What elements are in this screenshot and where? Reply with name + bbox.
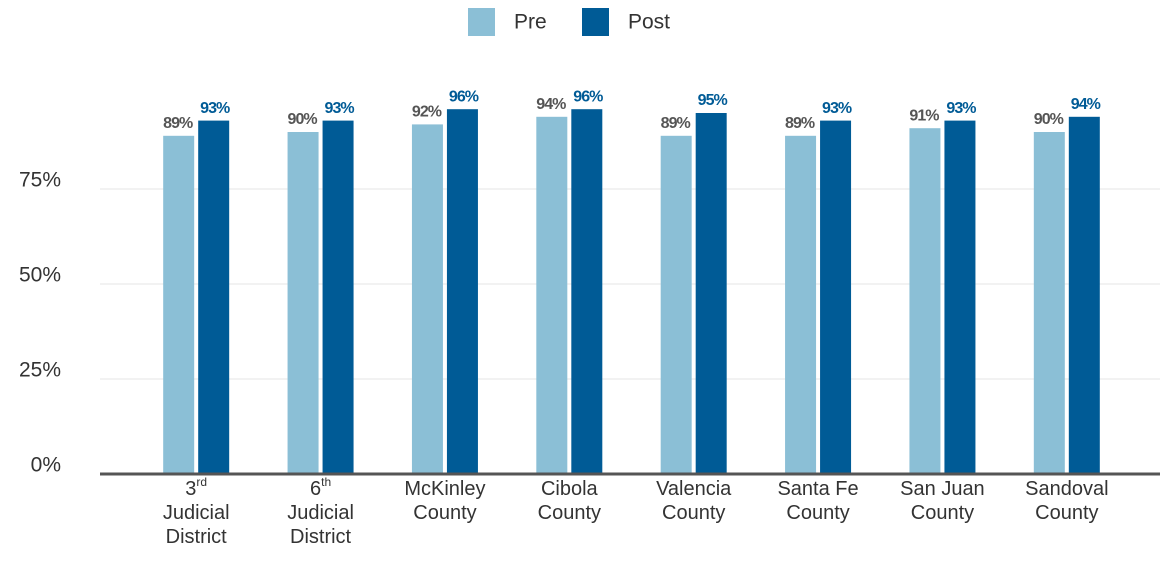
x-tick-label: San Juan County — [900, 478, 985, 524]
legend-label: Post — [628, 11, 670, 34]
bar — [1033, 132, 1065, 474]
bar — [944, 120, 976, 474]
legend-label: Pre — [514, 11, 547, 34]
value-label: 94% — [1071, 96, 1101, 113]
x-tick-label: 3rd Judicial District — [163, 475, 230, 548]
value-label: 89% — [163, 115, 193, 132]
value-label: 94% — [536, 96, 566, 113]
value-label: 90% — [1034, 111, 1064, 128]
bar — [536, 116, 568, 475]
x-tick-label: Santa Fe County — [777, 478, 858, 524]
x-tick-label: Valencia County — [656, 478, 732, 524]
x-tick-label: 6th Judicial District — [287, 475, 354, 548]
value-label: 89% — [785, 115, 815, 132]
value-label: 93% — [946, 100, 976, 117]
value-label: 96% — [449, 88, 479, 105]
value-label: 92% — [412, 104, 442, 121]
value-label: 91% — [909, 107, 939, 124]
x-tick-label: McKinley County — [404, 478, 485, 524]
bar — [909, 128, 941, 474]
y-tick-label: 0% — [31, 454, 61, 477]
bar — [446, 109, 478, 474]
value-label: 93% — [200, 100, 230, 117]
bar — [411, 124, 443, 475]
bar — [287, 132, 319, 474]
value-label: 93% — [325, 100, 355, 117]
bar — [820, 120, 852, 474]
value-label: 90% — [288, 111, 318, 128]
legend-swatch — [582, 8, 609, 36]
bar — [163, 135, 195, 475]
legend-swatch — [468, 8, 495, 36]
y-tick-label: 75% — [19, 169, 61, 192]
value-label: 89% — [661, 115, 691, 132]
bar — [571, 109, 603, 474]
x-tick-label: Cibola County — [538, 478, 601, 524]
bar — [198, 120, 230, 474]
value-label: 95% — [698, 92, 728, 109]
bar — [1068, 116, 1100, 475]
x-tick-label: Sandoval County — [1025, 478, 1108, 524]
y-tick-label: 50% — [19, 264, 61, 287]
y-tick-label: 25% — [19, 359, 61, 382]
bar — [695, 113, 727, 474]
bar — [785, 135, 817, 475]
value-label: 96% — [573, 88, 603, 105]
bar — [660, 135, 692, 475]
value-label: 93% — [822, 100, 852, 117]
bar — [322, 120, 354, 474]
